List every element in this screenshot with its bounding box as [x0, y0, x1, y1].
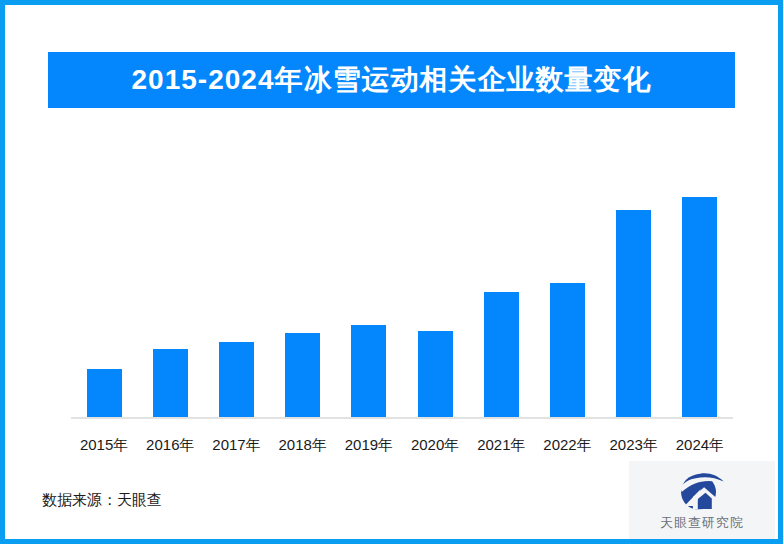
bar-slot: [203, 180, 269, 417]
data-source-label: 数据来源：天眼查: [42, 491, 162, 510]
bar-slot: [402, 180, 468, 417]
bar-2022年: [550, 283, 585, 417]
x-axis-labels: 2015年2016年2017年2018年2019年2020年2021年2022年…: [71, 435, 733, 455]
bar-2024年: [682, 197, 717, 417]
x-tick-label: 2015年: [71, 435, 137, 455]
chart-title: 2015-2024年冰雪运动相关企业数量变化: [132, 61, 652, 99]
x-tick-label: 2021年: [468, 435, 534, 455]
tianyancha-research-logo: 天眼查研究院: [629, 461, 775, 539]
tianyancha-eye-icon: [679, 469, 725, 511]
bar-slot: [601, 180, 667, 417]
bar-slot: [137, 180, 203, 417]
bar-slot: [270, 180, 336, 417]
bar-chart-plot-area: [71, 180, 733, 419]
x-tick-label: 2022年: [534, 435, 600, 455]
x-tick-label: 2023年: [601, 435, 667, 455]
x-tick-label: 2020年: [402, 435, 468, 455]
bar-slot: [336, 180, 402, 417]
x-tick-label: 2017年: [203, 435, 269, 455]
bar-2015年: [87, 369, 122, 417]
bar-slot: [534, 180, 600, 417]
bar-2017年: [219, 342, 254, 417]
logo-text: 天眼查研究院: [660, 514, 744, 532]
bar-2023年: [616, 210, 651, 417]
bar-2018年: [285, 333, 320, 417]
bar-slot: [71, 180, 137, 417]
x-tick-label: 2024年: [667, 435, 733, 455]
chart-title-banner: 2015-2024年冰雪运动相关企业数量变化: [48, 52, 735, 108]
x-tick-label: 2018年: [270, 435, 336, 455]
infographic-page: 2015-2024年冰雪运动相关企业数量变化 2015年2016年2017年20…: [0, 0, 783, 544]
bar-2021年: [484, 292, 519, 417]
bar-2020年: [418, 331, 453, 417]
bar-2016年: [153, 349, 188, 417]
x-tick-label: 2016年: [137, 435, 203, 455]
x-tick-label: 2019年: [336, 435, 402, 455]
bar-slot: [667, 180, 733, 417]
bar-2019年: [351, 325, 386, 417]
bar-slot: [468, 180, 534, 417]
